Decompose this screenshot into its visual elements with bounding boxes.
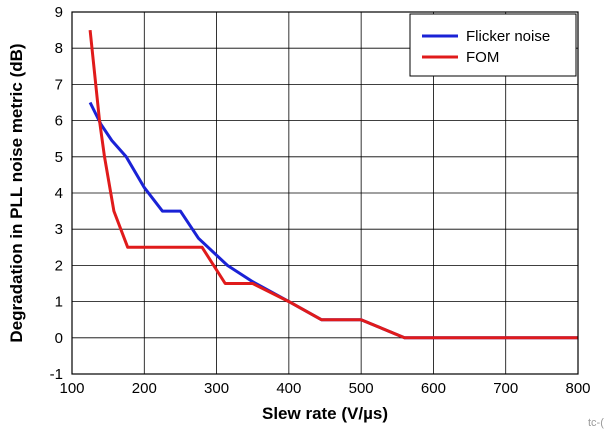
y-tick-label: -1 — [50, 366, 63, 383]
y-tick-label: 7 — [55, 76, 63, 93]
y-tick-label: 9 — [55, 4, 63, 21]
x-tick-label: 800 — [565, 380, 590, 397]
tick-labels: 100 200 300 400 500 600 700 800 -1 0 1 2 3 4 5 6 7 8 9 — [50, 4, 591, 397]
x-tick-label: 100 — [59, 380, 84, 397]
series-line-fom — [88, 29, 578, 340]
legend-box — [409, 13, 577, 77]
y-axis-title: Degradation in PLL noise metric (dB) — [7, 43, 26, 342]
y-tick-label: 5 — [55, 149, 63, 166]
x-tick-label: 200 — [132, 380, 157, 397]
x-axis-title: Slew rate (V/µs) — [262, 404, 388, 423]
y-tick-label: 8 — [55, 40, 63, 57]
y-tick-label: 0 — [55, 330, 63, 347]
legend: Flicker noise FOM — [409, 13, 577, 77]
y-tick-label: 2 — [55, 257, 63, 274]
y-tick-label: 4 — [55, 185, 63, 202]
x-tick-label: 500 — [349, 380, 374, 397]
legend-label: Flicker noise — [466, 28, 550, 45]
x-tick-label: 600 — [421, 380, 446, 397]
y-tick-label: 6 — [55, 113, 63, 130]
series-line-flicker-noise — [88, 101, 578, 340]
y-tick-label: 1 — [55, 294, 63, 311]
figure-id-label: tc-( — [588, 417, 604, 429]
x-tick-label: 400 — [276, 380, 301, 397]
plot-frame — [71, 11, 579, 375]
legend-label: FOM — [466, 49, 499, 66]
series-lines — [88, 29, 578, 340]
x-tick-label: 700 — [493, 380, 518, 397]
y-tick-label: 3 — [55, 221, 63, 238]
x-tick-label: 300 — [204, 380, 229, 397]
